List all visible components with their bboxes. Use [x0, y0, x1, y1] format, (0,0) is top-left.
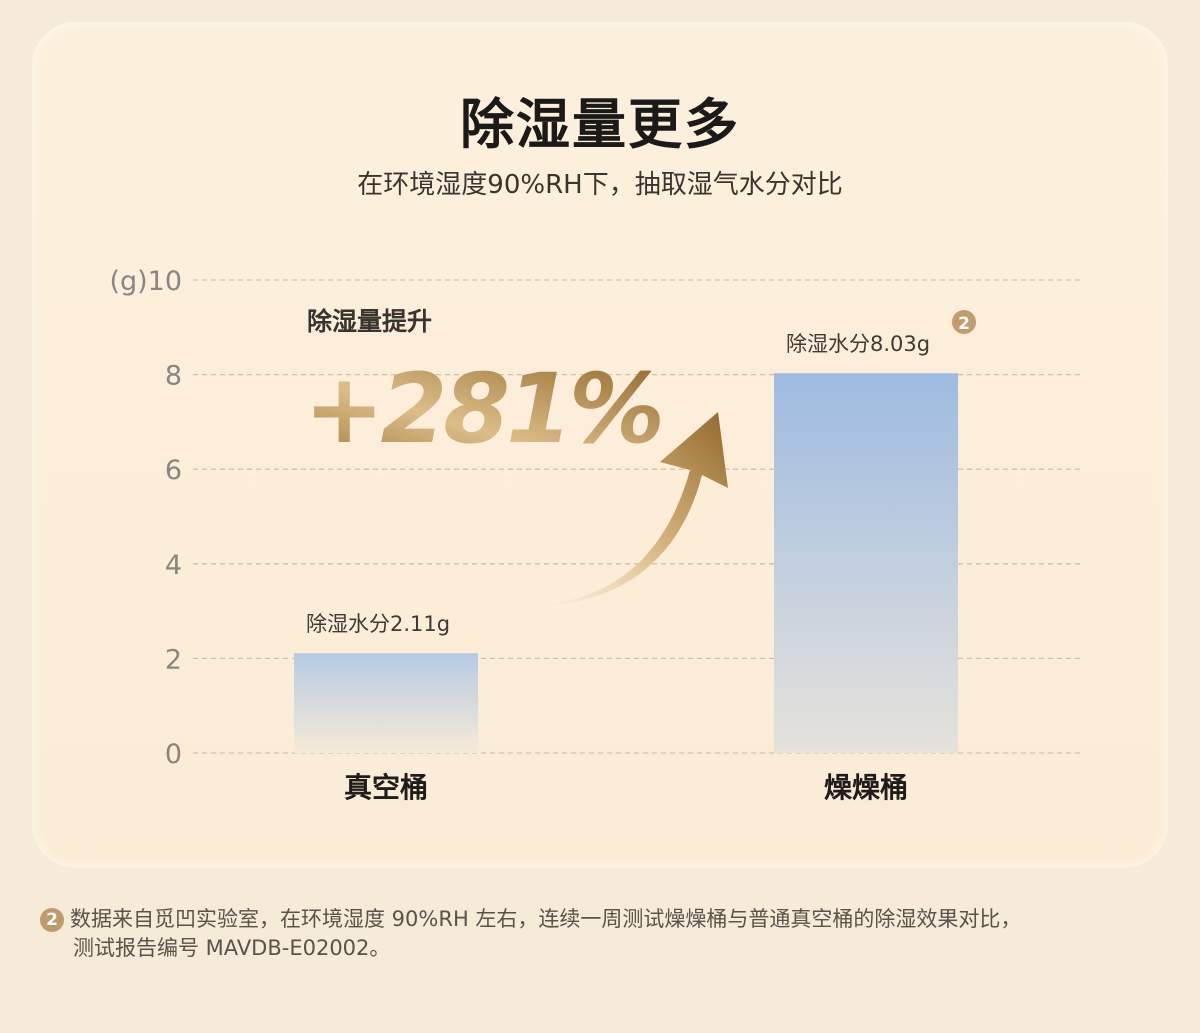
bar-data-label: 除湿水分2.11g	[306, 612, 450, 636]
y-tick-label: 8	[165, 361, 182, 392]
y-tick-label: 0	[165, 739, 182, 770]
page-title: 除湿量更多	[460, 93, 740, 156]
y-tick-label: 6	[165, 455, 182, 486]
footnote-marker-text: 2	[958, 314, 970, 334]
footnote-line-2: 测试报告编号 MAVDB-E02002。	[73, 936, 391, 960]
x-category-label: 真空桶	[344, 771, 428, 804]
footnote: 2 数据来自觅凹实验室，在环境湿度 90%RH 左右，连续一周测试燥燥桶与普通真空…	[40, 905, 1170, 963]
x-category-label: 燥燥桶	[824, 771, 908, 804]
chart-card	[32, 22, 1168, 868]
footnote-marker-badge	[952, 310, 976, 334]
y-tick-label: 2	[165, 644, 182, 675]
bar-data-label: 除湿水分8.03g	[786, 332, 930, 356]
y-tick-label: 4	[165, 550, 182, 581]
bar-chart: 0 2 4 6 8 (g)10 除湿水分2.11g 真空桶 除湿水分8.03g 燥燥桶 除湿量提…	[109, 266, 1080, 804]
increase-arrow-icon	[535, 412, 728, 606]
bar-2	[774, 373, 958, 753]
annotation-label: 除湿量提升	[307, 307, 432, 336]
y-tick-label: (g)10	[109, 266, 182, 297]
bar-1	[294, 653, 478, 753]
annotation-value: +281%	[304, 353, 661, 465]
page-subtitle: 在环境湿度90%RH下，抽取湿气水分对比	[357, 170, 843, 200]
footnote-line-1: 数据来自觅凹实验室，在环境湿度 90%RH 左右，连续一周测试燥燥桶与普通真空桶…	[70, 907, 1022, 931]
footnote-badge: 2	[40, 908, 64, 932]
